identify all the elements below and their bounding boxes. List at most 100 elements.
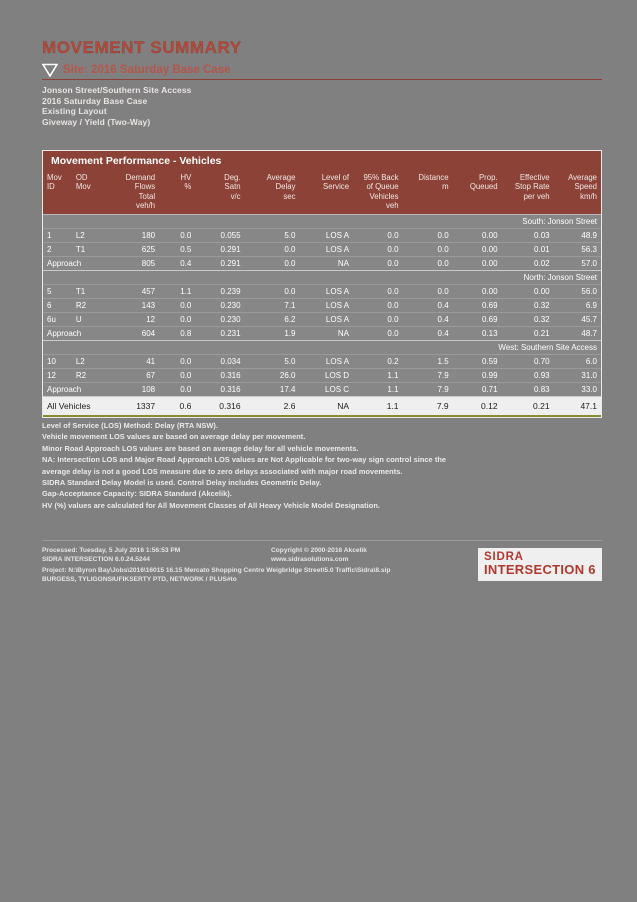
cell-stop-rate: 0.83 [501,382,554,398]
cell-delay: 0.0 [244,284,300,300]
logo-line-1: SIDRA [484,551,524,563]
cell-queue-veh: 0.0 [353,326,403,342]
col-header-level-of-service: Level of Service [299,171,354,215]
cell-delay: 5.0 [244,228,300,244]
all-vehicles-label: All Vehicles [43,396,110,416]
cell-total: 604 [109,326,160,342]
movement-performance-table: Movement Performance - Vehicles Mov ID O… [42,150,602,419]
group-label: West: Southern Site Access [43,340,601,356]
cell-delay: 0.0 [244,242,300,258]
table-header-row: Mov ID OD Mov Demand Flows Total veh/h [43,171,601,215]
cell-stop-rate: 0.01 [501,242,554,258]
footer-divider [42,540,602,541]
note-line: HV (%) values are calculated for All Mov… [42,500,381,510]
cell-prop-queued: 0.69 [452,298,502,314]
approach-row: Approach 604 0.8 0.231 1.9 NA 0.0 0.4 0.… [43,326,601,342]
cell-mov-id: 2 [43,242,72,258]
cell-los: NA [299,256,354,272]
cell-hv: 0.0 [159,368,196,384]
cell-stop-rate: 0.02 [501,256,554,272]
cell-delay: 5.0 [244,354,300,370]
cell-mov-id: 6u [43,312,72,328]
table-row[interactable]: 1 L2 180 0.0 0.055 5.0 LOS A 0.0 0.0 0.0… [43,228,601,244]
report-notes: Level of Service (LOS) Method: Delay (RT… [42,420,472,511]
cell-od-mov: T1 [71,242,110,258]
note-line: Gap-Acceptance Capacity: SIDRA Standard … [42,489,232,499]
cell-queue-veh: 0.0 [353,228,403,244]
copyright-text: Copyright © 2000-2016 Akcelik [271,547,367,554]
cell-satn: 0.034 [195,354,245,370]
cell-hv: 0.0 [159,228,196,244]
cell-speed: 33.0 [553,382,601,398]
cell-queue-veh: 0.0 [353,256,403,272]
group-label: North: Jonson Street [43,270,601,286]
cell-satn: 0.230 [195,298,245,314]
cell-delay: 6.2 [244,312,300,328]
table-row[interactable]: 5 T1 457 1.1 0.239 0.0 LOS A 0.0 0.0 0.0… [43,284,601,300]
cell-hv: 1.1 [159,284,196,300]
cell-queue-dist: 0.0 [402,228,453,244]
cell-satn: 0.230 [195,312,245,328]
table-row[interactable]: 6 R2 143 0.0 0.230 7.1 LOS A 0.0 0.4 0.6… [43,298,601,314]
table-row[interactable]: 10 L2 41 0.0 0.034 5.0 LOS A 0.2 1.5 0.5… [43,354,601,370]
cell-los: LOS C [299,382,354,398]
cell-queue-veh: 1.1 [353,396,403,416]
cell-satn: 0.316 [195,382,245,398]
cell-stop-rate: 0.00 [501,284,554,300]
cell-satn: 0.231 [195,326,245,342]
report-header: MOVEMENT SUMMARY Site: 2016 Saturday Bas… [42,38,602,127]
cell-los: LOS A [299,242,354,258]
table-row[interactable]: 12 R2 67 0.0 0.316 26.0 LOS D 1.1 7.9 0.… [43,368,601,384]
organisation-line: BURGESS, TYLIGONSłUFIKSERTY PTD, NETWORK… [42,576,237,584]
table-header: Mov ID OD Mov Demand Flows Total veh/h [43,171,601,215]
cell-mov-id: 6 [43,298,72,314]
subtitle-line: 2016 Saturday Base Case [42,95,148,106]
cell-los: LOS A [299,228,354,244]
group-south: South: Jonson Street 1 L2 180 0.0 0.055 … [43,214,601,272]
cell-queue-dist: 0.4 [402,326,453,342]
cell-hv: 0.0 [159,312,196,328]
footer-right-column: Copyright © 2000-2016 Akcelik www.sidras… [271,546,456,565]
cell-hv: 0.0 [159,354,196,370]
cell-los: LOS A [299,354,354,370]
cell-los: NA [299,326,354,342]
cell-prop-queued: 0.00 [452,242,502,258]
cell-delay: 17.4 [244,382,300,398]
cell-total: 12 [109,312,160,328]
sidra-logo: SIDRA INTERSECTION 6 [478,548,602,581]
cell-total: 180 [109,228,160,244]
cell-speed: 45.7 [553,312,601,328]
col-header-prop-queued: Prop. Queued [452,171,502,215]
cell-queue-veh: 1.1 [353,368,403,384]
cell-hv: 0.4 [159,256,196,272]
cell-prop-queued: 0.12 [452,396,502,416]
subtitle-line: Jonson Street/Southern Site Access [42,85,192,95]
website-link[interactable]: www.sidrasolutions.com [271,556,349,564]
col-header-deg-satn: Deg. Satn v/c [195,171,245,215]
cell-prop-queued: 0.59 [452,354,502,370]
cell-delay: 26.0 [244,368,300,384]
table-row[interactable]: 6u U 12 0.0 0.230 6.2 LOS A 0.0 0.4 0.69… [43,312,601,328]
table-row[interactable]: 2 T1 625 0.5 0.291 0.0 LOS A 0.0 0.0 0.0… [43,242,601,258]
page-title: MOVEMENT SUMMARY [42,38,242,57]
cell-queue-dist: 7.9 [402,396,453,416]
cell-queue-dist: 7.9 [402,368,453,384]
col-header-average-delay: Average Delay sec [244,171,300,215]
subtitle-line: Giveway / Yield (Two-Way) [42,116,151,127]
cell-speed: 6.0 [553,354,601,370]
cell-delay: 2.6 [244,396,300,416]
cell-stop-rate: 0.32 [501,298,554,314]
cell-queue-dist: 0.4 [402,312,453,328]
cell-los: LOS A [299,298,354,314]
group-west: West: Southern Site Access 10 L2 41 0.0 … [43,340,601,398]
cell-total: 805 [109,256,160,272]
cell-total: 108 [109,382,160,398]
cell-stop-rate: 0.32 [501,312,554,328]
cell-queue-dist: 0.0 [402,242,453,258]
cell-satn: 0.291 [195,256,245,272]
cell-queue-dist: 1.5 [402,354,453,370]
cell-los: LOS A [299,284,354,300]
all-vehicles-row: All Vehicles 1337 0.6 0.316 2.6 NA 1.1 7… [43,396,601,416]
cell-total: 143 [109,298,160,314]
sidra-version: SIDRA INTERSECTION 6.0.24.5244 [42,556,150,564]
